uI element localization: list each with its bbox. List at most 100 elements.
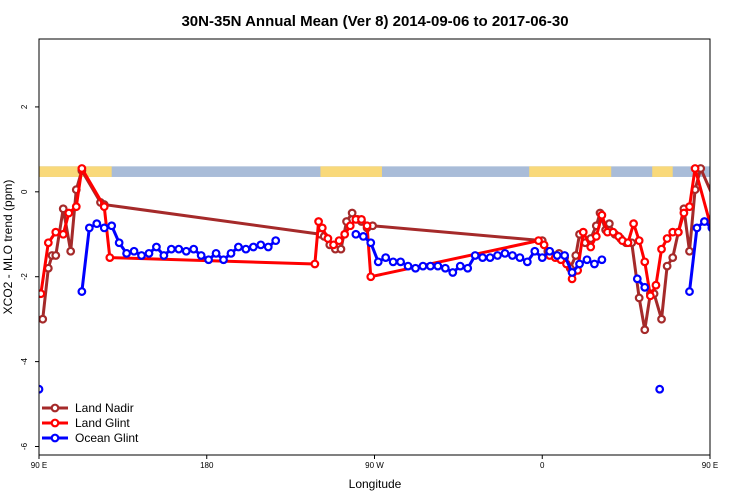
data-point-2-2-33 <box>597 255 607 265</box>
x-tick-label-1: 180 <box>200 461 214 470</box>
data-point-0-0-34 <box>604 219 614 229</box>
data-point-2-1-4 <box>107 221 117 231</box>
data-point-0-0-48 <box>685 246 694 256</box>
data-point-1-0-11 <box>317 223 327 233</box>
data-point-0-0-16 <box>347 208 357 218</box>
data-point-0-0-39 <box>634 293 644 303</box>
data-point-2-2-29 <box>567 268 577 277</box>
data-point-2-5-2 <box>700 217 709 226</box>
data-point-1-0-46 <box>673 227 683 237</box>
data-point-2-1-19 <box>219 255 228 265</box>
data-point-2-1-15 <box>189 244 199 254</box>
data-point-2-1-8 <box>137 251 146 260</box>
data-point-1-0-44 <box>662 234 672 243</box>
data-point-2-1-1 <box>84 223 94 233</box>
data-point-2-2-23 <box>522 257 532 267</box>
data-point-2-2-31 <box>582 255 592 265</box>
data-point-2-4-0 <box>655 384 665 394</box>
data-point-1-0-41 <box>645 291 655 301</box>
data-point-2-5-5 <box>723 239 730 246</box>
data-point-2-1-3 <box>99 223 109 233</box>
legend-label-0: Land Nadir <box>75 401 134 415</box>
y-tick-label-2: -2 <box>20 273 29 281</box>
y-tick-label-1: 0 <box>20 189 29 194</box>
data-point-2-2-6 <box>396 257 405 267</box>
data-point-1-0-4 <box>64 208 74 218</box>
data-point-2-1-20 <box>226 248 236 258</box>
data-point-2-2-5 <box>388 257 398 267</box>
data-point-2-2-2 <box>366 238 376 248</box>
data-point-2-1-9 <box>144 248 154 258</box>
x-tick-label-4: 90 E <box>702 461 718 470</box>
data-point-1-0-39 <box>634 236 644 246</box>
data-point-1-0-9 <box>310 259 320 269</box>
data-point-2-2-1 <box>358 231 368 241</box>
data-point-1-0-14 <box>334 236 344 246</box>
data-point-2-1-12 <box>166 244 176 254</box>
data-point-2-1-2 <box>92 219 102 229</box>
land-band-3 <box>652 166 673 177</box>
legend-marker-2 <box>50 433 60 443</box>
data-point-2-1-21 <box>234 242 243 252</box>
data-point-2-5-8 <box>746 252 750 259</box>
data-point-2-2-18 <box>485 253 495 263</box>
data-point-0-0-44 <box>662 261 672 271</box>
data-point-2-1-5 <box>114 238 124 248</box>
data-point-2-1-23 <box>248 242 258 252</box>
series-land-nadir <box>39 164 723 335</box>
data-point-2-1-11 <box>159 251 169 260</box>
legend-marker-1 <box>50 418 60 428</box>
data-point-2-5-1 <box>692 223 702 233</box>
data-point-1-0-15 <box>340 229 350 239</box>
data-point-2-1-7 <box>129 246 139 256</box>
data-point-2-1-17 <box>204 255 214 265</box>
data-point-2-2-20 <box>500 248 510 258</box>
data-point-2-1-14 <box>181 246 191 256</box>
data-point-2-2-27 <box>552 251 562 260</box>
data-point-1-0-10 <box>314 217 323 226</box>
data-point-2-2-15 <box>463 263 473 273</box>
data-point-2-1-10 <box>152 242 161 252</box>
data-point-1-0-0 <box>39 289 46 299</box>
data-point-2-2-17 <box>478 253 488 263</box>
data-point-2-2-9 <box>418 261 428 271</box>
data-point-1-0-19 <box>362 221 372 231</box>
data-point-0-0-3 <box>51 251 61 260</box>
data-point-2-1-26 <box>271 236 281 246</box>
data-point-0-0-5 <box>66 246 76 256</box>
series-ocean-glint <box>39 217 750 394</box>
data-point-2-5-6 <box>731 250 738 257</box>
data-point-2-1-24 <box>256 240 266 250</box>
data-point-2-2-0 <box>351 229 361 239</box>
x-tick-label-3: 0 <box>540 461 545 470</box>
data-point-1-0-21 <box>534 236 543 246</box>
data-point-1-0-30 <box>586 242 596 252</box>
y-tick-label-4: -6 <box>20 442 29 450</box>
data-point-2-2-3 <box>373 257 383 267</box>
land-band-2 <box>529 166 612 177</box>
data-point-2-1-6 <box>122 248 132 258</box>
data-point-2-5-0 <box>685 287 694 296</box>
series-layer <box>39 164 750 394</box>
y-axis: 2 0 -2 -4 -6 <box>20 104 39 450</box>
data-point-2-2-11 <box>433 261 443 271</box>
data-point-1-0-18 <box>357 215 366 224</box>
data-point-2-5-7 <box>738 248 745 255</box>
data-point-1-0-42 <box>651 280 661 290</box>
land-band-0 <box>39 166 112 177</box>
data-point-2-3-0 <box>632 274 642 284</box>
plot-frame <box>38 38 711 456</box>
data-point-2-2-24 <box>530 246 540 256</box>
data-point-1-0-29 <box>578 227 588 237</box>
data-point-2-2-25 <box>537 253 547 263</box>
data-point-1-0-6 <box>77 164 87 173</box>
data-point-1-0-49 <box>690 164 700 173</box>
data-point-2-1-0 <box>77 287 87 296</box>
data-point-2-2-19 <box>493 251 502 260</box>
data-point-1-0-47 <box>679 208 689 218</box>
data-point-0-0-52 <box>716 201 723 208</box>
data-point-2-2-13 <box>448 268 458 277</box>
data-point-2-2-12 <box>440 263 450 273</box>
data-point-0-0-4 <box>58 204 68 214</box>
landmask-strip <box>39 166 710 177</box>
